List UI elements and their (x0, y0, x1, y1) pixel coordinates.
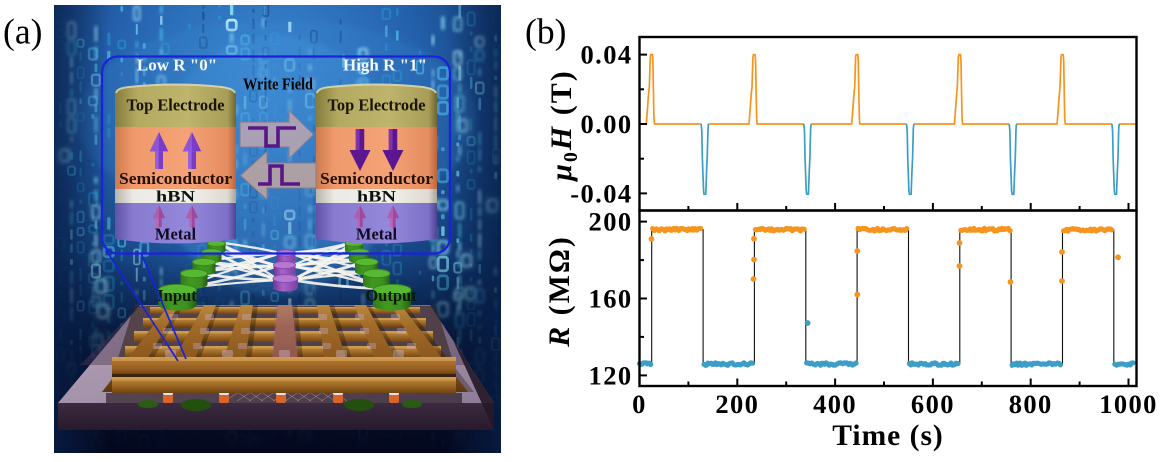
svg-text:hBN: hBN (357, 189, 396, 206)
svg-text:Write Field: Write Field (243, 75, 313, 94)
svg-text:R (MΩ): R (MΩ) (543, 235, 576, 348)
svg-text:160: 160 (589, 284, 633, 314)
svg-text:Semiconductor: Semiconductor (119, 169, 232, 188)
svg-text:High R "1": High R "1" (343, 56, 427, 75)
svg-text:Input: Input (157, 286, 197, 305)
svg-text:800: 800 (1009, 389, 1053, 419)
svg-text:Time (s): Time (s) (832, 420, 944, 452)
svg-text:μ0H (T): μ0H (T) (545, 69, 582, 183)
svg-text:(a): (a) (3, 12, 42, 52)
svg-text:400: 400 (813, 389, 857, 419)
svg-text:200: 200 (715, 389, 759, 419)
svg-text:Top Electrode: Top Electrode (328, 96, 426, 115)
svg-text:1000: 1000 (1099, 389, 1158, 419)
svg-text:Top Electrode: Top Electrode (127, 96, 225, 115)
svg-text:200: 200 (589, 207, 633, 237)
svg-text:Output: Output (365, 286, 417, 305)
svg-text:Metal: Metal (155, 225, 197, 244)
svg-text:hBN: hBN (156, 189, 195, 206)
svg-text:Metal: Metal (356, 225, 398, 244)
svg-text:600: 600 (911, 389, 955, 419)
svg-text:0.04: 0.04 (581, 40, 633, 70)
svg-text:0: 0 (632, 389, 647, 419)
svg-text:Semiconductor: Semiconductor (320, 169, 433, 188)
svg-text:120: 120 (589, 360, 633, 390)
svg-text:0.00: 0.00 (581, 109, 633, 139)
svg-text:(b): (b) (525, 12, 566, 52)
svg-text:-0.04: -0.04 (570, 178, 632, 208)
svg-text:Low R "0": Low R "0" (137, 56, 217, 75)
